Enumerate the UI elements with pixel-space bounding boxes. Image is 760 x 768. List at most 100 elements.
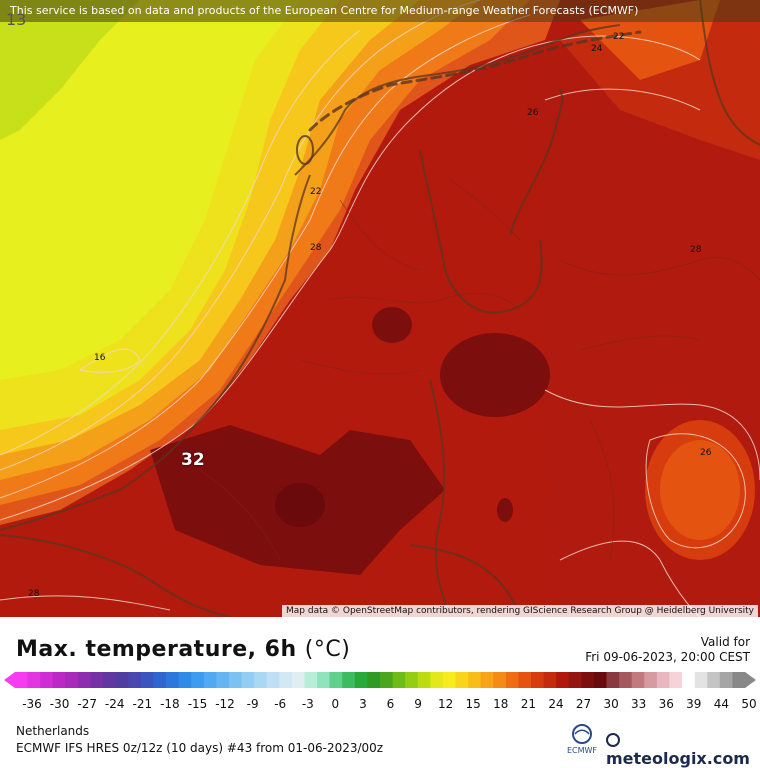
model-run-info: ECMWF IFS HRES 0z/12z (10 days) #43 from…: [16, 741, 384, 755]
scale-swatch: [241, 672, 255, 688]
scale-swatch: [203, 672, 217, 688]
scale-swatch: [644, 672, 658, 688]
islands: [308, 30, 642, 132]
scale-swatch: [593, 672, 608, 688]
scale-swatch: [329, 672, 343, 688]
scale-tick-label: -18: [160, 697, 180, 711]
scale-swatch: [317, 672, 331, 688]
scale-tick-label: -3: [302, 697, 314, 711]
scale-swatch: [719, 672, 733, 688]
scale-swatch: [392, 672, 406, 688]
contour-label: 28: [28, 589, 40, 599]
chart-title: Max. temperature, 6h (°C): [16, 637, 350, 662]
scale-tick-label: 27: [576, 697, 591, 711]
scale-swatch: [468, 672, 482, 688]
scale-swatch: [115, 672, 129, 688]
hot-core-east: [440, 333, 550, 417]
scale-swatch: [153, 672, 167, 688]
scale-swatch: [631, 672, 645, 688]
borders: [0, 0, 760, 617]
scale-arrow-right: [745, 672, 756, 688]
map-attribution[interactable]: Map data © OpenStreetMap contributors, r…: [282, 605, 758, 617]
contour-label: 26: [700, 448, 712, 458]
region-label: Netherlands: [16, 724, 90, 738]
scale-tick-label: 30: [603, 697, 618, 711]
scale-swatches: [15, 672, 746, 688]
scale-swatch: [166, 672, 180, 688]
scale-swatch: [90, 672, 104, 688]
scale-tick-label: 3: [359, 697, 367, 711]
scale-tick-label: -36: [22, 697, 42, 711]
scale-tick-label: 24: [548, 697, 563, 711]
scale-tick-label: 18: [493, 697, 508, 711]
scale-swatch: [216, 672, 230, 688]
scale-swatch: [140, 672, 154, 688]
scale-swatch: [380, 672, 394, 688]
corner-contour-label: 13: [6, 10, 27, 29]
hot-core-center: [372, 307, 412, 343]
scale-swatch: [568, 672, 582, 688]
scale-swatch: [405, 672, 419, 688]
ecmwf-logo-ring: [572, 724, 592, 744]
scale-tick-label: 12: [438, 697, 453, 711]
scale-swatch: [417, 672, 431, 688]
temperature-map[interactable]: This service is based on data and produc…: [0, 0, 760, 617]
scale-swatch: [15, 672, 29, 688]
contour-label: 22: [310, 187, 322, 197]
scale-tick-label: 39: [686, 697, 701, 711]
scale-swatch: [266, 672, 280, 688]
scale-swatch: [480, 672, 494, 688]
scale-swatch: [367, 672, 381, 688]
scale-swatch: [178, 672, 192, 688]
meteologix-brand[interactable]: meteologix.com: [606, 730, 760, 768]
scale-swatch: [505, 672, 519, 688]
scale-tick-label: -30: [50, 697, 70, 711]
scale-tick-label: 50: [741, 697, 756, 711]
province-lines: [199, 179, 760, 561]
peak-temperature-label: 32: [181, 450, 205, 470]
scale-swatch: [531, 672, 545, 688]
band-green-yellow: [0, 0, 140, 140]
scale-tick-label: -15: [188, 697, 208, 711]
ecmwf-logo-text: ECMWF: [567, 746, 597, 755]
scale-tick-label: -27: [77, 697, 97, 711]
scale-swatch: [65, 672, 79, 688]
scale-tick-label: 15: [466, 697, 481, 711]
scale-swatch: [27, 672, 41, 688]
valid-time: Fri 09-06-2023, 20:00 CEST: [585, 650, 750, 664]
scale-swatch: [518, 672, 532, 688]
scale-tick-label: 36: [659, 697, 674, 711]
scale-swatch: [254, 672, 268, 688]
scale-swatch: [669, 672, 683, 688]
ecmwf-logo-arc: [574, 729, 590, 735]
scale-swatch: [77, 672, 92, 688]
map-canvas: [0, 0, 760, 617]
scale-swatch: [103, 672, 117, 688]
scale-swatch: [354, 672, 368, 688]
contour-label: 24: [591, 44, 603, 54]
scale-swatch: [342, 672, 356, 688]
scale-tick-label: 21: [521, 697, 536, 711]
ecmwf-logo[interactable]: ECMWF: [562, 722, 602, 756]
color-scale: -36 -30 -27 -24 -21 -18 -15 -12 -9 -6 -3 0 3 6 9 12 15 18…: [4, 672, 757, 711]
valid-for-label: Valid for: [700, 635, 750, 649]
scale-tick-label: -6: [274, 697, 286, 711]
scale-swatch: [40, 672, 54, 688]
scale-swatch: [656, 672, 670, 688]
contour-label: 28: [310, 243, 322, 253]
scale-tick-label: 6: [387, 697, 395, 711]
scale-swatch: [430, 672, 444, 688]
scale-swatch: [707, 672, 721, 688]
scale-swatch: [304, 672, 318, 688]
brand-text: meteologix.com: [606, 749, 750, 768]
contour-label: 26: [527, 108, 539, 118]
scale-swatch: [191, 672, 205, 688]
title-text: Max. temperature, 6h: [16, 637, 297, 662]
band-lemon: [0, 0, 300, 380]
scale-tick-label: -12: [215, 697, 235, 711]
island-texel: [296, 135, 314, 165]
scale-tick-label: 0: [331, 697, 339, 711]
scale-swatch: [291, 672, 305, 688]
scale-tick-label: 33: [631, 697, 646, 711]
hot-core-peak: [275, 483, 325, 527]
